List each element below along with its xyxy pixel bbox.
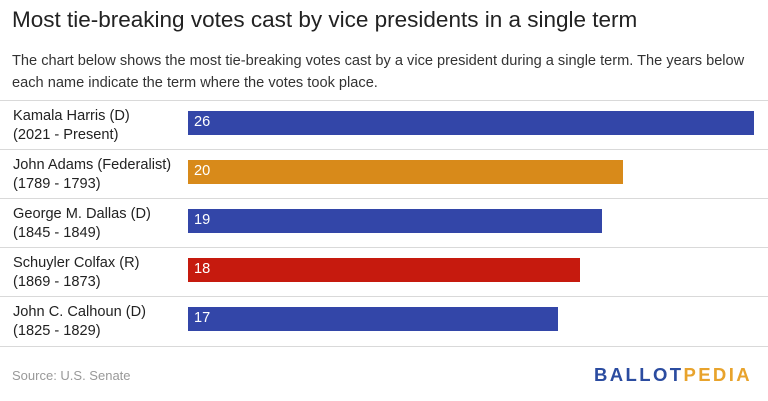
category-label: John Adams (Federalist) (1789 - 1793) xyxy=(13,156,183,194)
bar-row: John Adams (Federalist) (1789 - 1793) 20 xyxy=(0,149,768,199)
vice-president-name: George M. Dallas (D) xyxy=(13,206,151,222)
category-label: Schuyler Colfax (R) (1869 - 1873) xyxy=(13,254,183,292)
category-label: George M. Dallas (D) (1845 - 1849) xyxy=(13,205,183,243)
logo-part-pedia: PEDIA xyxy=(683,364,752,385)
bar: 26 xyxy=(188,111,754,135)
vice-president-name: Schuyler Colfax (R) xyxy=(13,255,140,271)
source-note: Source: U.S. Senate xyxy=(12,368,131,383)
bar-value-label: 17 xyxy=(194,310,211,326)
bar-value-label: 18 xyxy=(194,261,211,277)
logo-part-ballot: BALLOT xyxy=(594,364,684,385)
bar: 19 xyxy=(188,209,602,233)
vice-president-name: John Adams (Federalist) xyxy=(13,157,172,173)
chart-subtitle: The chart below shows the most tie-break… xyxy=(12,53,745,91)
bar-value-label: 20 xyxy=(194,163,211,179)
ballotpedia-logo[interactable]: BALLOTPEDIA xyxy=(594,364,752,386)
term-years: (1845 - 1849) xyxy=(13,225,101,241)
chart-title: Most tie-breaking votes cast by vice pre… xyxy=(12,7,638,32)
term-years: (1789 - 1793) xyxy=(13,176,101,192)
bar-row: Schuyler Colfax (R) (1869 - 1873) 18 xyxy=(0,247,768,297)
term-years: (1869 - 1873) xyxy=(13,274,101,290)
bar: 17 xyxy=(188,307,558,331)
category-label: John C. Calhoun (D) (1825 - 1829) xyxy=(13,303,183,341)
term-years: (1825 - 1829) xyxy=(13,323,101,339)
bar: 20 xyxy=(188,160,623,184)
category-label: Kamala Harris (D) (2021 - Present) xyxy=(13,107,183,145)
vice-president-name: Kamala Harris (D) xyxy=(13,108,130,124)
bar-chart: Kamala Harris (D) (2021 - Present) 26 John … xyxy=(0,100,768,347)
vice-president-name: John C. Calhoun (D) xyxy=(13,304,147,320)
bar-row: Kamala Harris (D) (2021 - Present) 26 xyxy=(0,100,768,150)
bar-row: George M. Dallas (D) (1845 - 1849) 19 xyxy=(0,198,768,248)
bar: 18 xyxy=(188,258,580,282)
bar-value-label: 19 xyxy=(194,212,211,228)
bar-row: John C. Calhoun (D) (1825 - 1829) 17 xyxy=(0,296,768,347)
bar-value-label: 26 xyxy=(194,114,211,130)
term-years: (2021 - Present) xyxy=(13,127,119,143)
